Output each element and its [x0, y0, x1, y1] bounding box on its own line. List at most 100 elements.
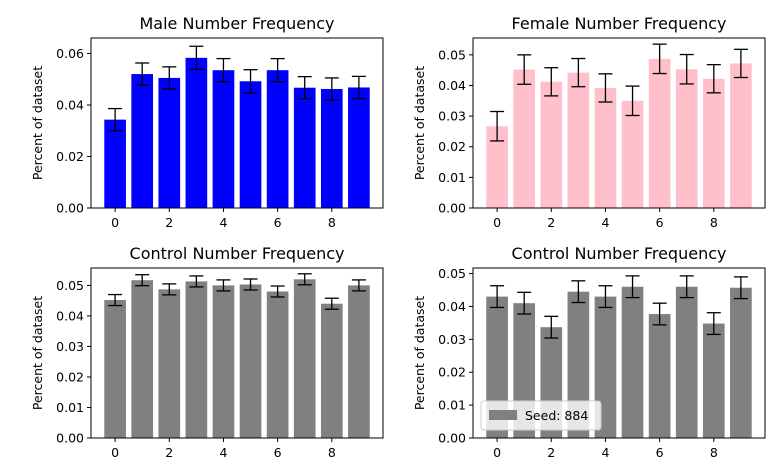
bar	[212, 285, 235, 438]
error-bar	[625, 275, 640, 299]
y-axis-label: Percent of dataset	[30, 66, 45, 180]
bar	[266, 70, 289, 209]
legend-swatch	[489, 410, 517, 420]
y-tick-label: 0.00	[56, 431, 84, 446]
x-tick-label: 2	[165, 445, 173, 460]
error-bar	[733, 48, 748, 79]
error-bar	[189, 275, 204, 288]
bar	[621, 286, 644, 438]
error-bar	[490, 285, 505, 309]
chart-panel-4: 0.00 0.01 0.02 0.03 0.04 0.05 0 2 4 6 8 Control Num…	[412, 244, 766, 460]
y-tick-label: 0.05	[56, 278, 84, 293]
x-tick-label: 8	[328, 215, 336, 230]
y-tick-label: 0.03	[438, 109, 466, 124]
error-bar	[517, 54, 532, 85]
y-tick-label: 0.03	[56, 339, 84, 354]
x-tick-label: 0	[493, 445, 501, 460]
error-bar	[243, 278, 258, 291]
x-tick-label: 0	[493, 215, 501, 230]
x-tick-label: 2	[547, 445, 555, 460]
y-tick-label: 0.03	[438, 332, 466, 347]
error-bar	[135, 62, 150, 86]
axes-frame	[90, 267, 384, 439]
error-bar	[297, 75, 312, 100]
chart-panel-1: 0.00 0.02 0.04 0.06 0 2 4 6 8 Male Number Frequen…	[30, 14, 384, 230]
y-tick-label: 0.02	[56, 149, 84, 164]
y-tick-label: 0.02	[56, 369, 84, 384]
chart-title: Female Number Frequency	[512, 14, 727, 33]
error-bar	[324, 77, 339, 101]
bar	[320, 303, 343, 438]
error-bar	[270, 285, 285, 298]
error-bar	[189, 45, 204, 71]
y-tick-label: 0.04	[56, 308, 84, 323]
bar	[621, 100, 644, 208]
error-bar	[598, 73, 613, 103]
bar	[513, 69, 536, 208]
legend: Seed: 884	[480, 400, 602, 431]
error-bar	[625, 85, 640, 117]
error-bar	[162, 66, 177, 90]
x-tick-label: 4	[601, 215, 609, 230]
y-axis-label: Percent of dataset	[30, 296, 45, 410]
axes-frame	[90, 37, 384, 209]
error-bar	[351, 75, 366, 100]
y-tick-label: 0.04	[438, 299, 466, 314]
error-bar	[706, 63, 721, 94]
y-tick-label: 0.05	[438, 47, 466, 62]
x-tick-label: 0	[111, 445, 119, 460]
error-bar	[351, 279, 366, 292]
y-tick-label: 0.05	[438, 266, 466, 281]
error-bar	[297, 273, 312, 286]
error-bar	[652, 302, 667, 326]
bar	[239, 81, 262, 208]
error-bar	[490, 110, 505, 142]
legend-label: Seed: 884	[525, 408, 588, 423]
bar	[567, 72, 590, 208]
bar	[648, 58, 671, 208]
y-axis-label: Percent of dataset	[412, 66, 427, 180]
x-tick-label: 8	[710, 215, 718, 230]
bar	[348, 285, 370, 438]
error-bar	[571, 280, 586, 304]
legend-box	[480, 400, 602, 431]
chart-title: Control Number Frequency	[130, 244, 345, 263]
bar	[293, 279, 316, 438]
chart-panel-2: 0.00 0.01 0.02 0.03 0.04 0.05 0 2 4 6 8 Female Numb…	[412, 14, 766, 230]
error-bar	[706, 312, 721, 336]
bar	[185, 281, 208, 438]
bar	[675, 69, 698, 208]
y-tick-label: 0.01	[438, 170, 466, 185]
y-tick-label: 0.02	[438, 365, 466, 380]
x-tick-label: 0	[111, 215, 119, 230]
x-tick-label: 6	[274, 445, 282, 460]
error-bar	[162, 283, 177, 296]
error-bar	[733, 276, 748, 300]
chart-panel-3: 0.00 0.01 0.02 0.03 0.04 0.05 0 2 4 6 8 Control Num…	[30, 244, 384, 460]
error-bar	[571, 57, 586, 88]
y-tick-label: 0.00	[56, 201, 84, 216]
bar	[730, 63, 752, 208]
error-bar	[324, 297, 339, 310]
x-tick-label: 4	[601, 445, 609, 460]
bar	[320, 89, 343, 208]
bar	[104, 119, 126, 208]
bar	[702, 78, 725, 208]
axes-frame	[472, 37, 766, 209]
error-bar	[243, 69, 258, 94]
y-tick-label: 0.04	[438, 78, 466, 93]
error-bar	[679, 275, 694, 299]
x-tick-label: 6	[274, 215, 282, 230]
bar	[486, 126, 508, 208]
x-tick-label: 6	[656, 215, 664, 230]
axes-frame	[472, 267, 766, 439]
bar	[702, 323, 725, 438]
y-tick-label: 0.02	[438, 139, 466, 154]
error-bar	[598, 285, 613, 309]
error-bar	[135, 274, 150, 287]
error-bar	[679, 53, 694, 85]
error-bar	[517, 291, 532, 315]
bar	[158, 77, 181, 208]
error-bar	[544, 67, 559, 97]
